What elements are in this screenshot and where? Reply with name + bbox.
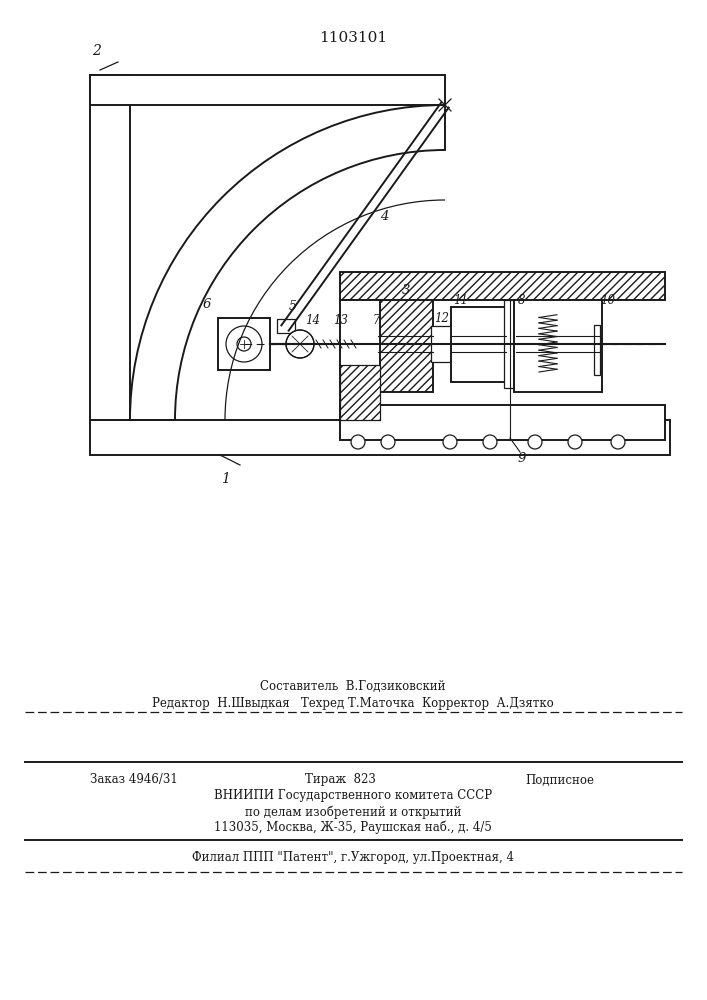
Text: 8: 8 [518, 294, 525, 306]
Circle shape [443, 435, 457, 449]
Text: 14: 14 [305, 314, 320, 326]
Text: 2: 2 [92, 44, 100, 58]
Bar [340, 365, 380, 420]
Circle shape [568, 435, 582, 449]
Text: Филиал ППП "Патент", г.Ужгород, ул.Проектная, 4: Филиал ППП "Патент", г.Ужгород, ул.Проек… [192, 850, 514, 863]
Text: по делам изобретений и открытий: по делам изобретений и открытий [245, 805, 461, 819]
Bar [451, 307, 506, 382]
Circle shape [381, 435, 395, 449]
Bar [90, 75, 445, 105]
Text: 9: 9 [518, 452, 527, 464]
Bar [90, 75, 130, 420]
Bar [431, 326, 453, 362]
Text: 1103101: 1103101 [319, 31, 387, 45]
Text: 6: 6 [203, 298, 211, 312]
Text: 11: 11 [453, 294, 468, 306]
Text: Редактор  Н.Швыдкая   Техред Т.Маточка  Корректор  А.Дзятко: Редактор Н.Швыдкая Техред Т.Маточка Корр… [152, 698, 554, 710]
Text: Составитель  В.Годзиковский: Составитель В.Годзиковский [260, 680, 445, 692]
Text: Заказ 4946/31: Заказ 4946/31 [90, 774, 177, 786]
Bar [594, 325, 600, 375]
Text: 12: 12 [435, 312, 450, 324]
Text: Тираж  823: Тираж 823 [305, 774, 375, 786]
Text: 113035, Москва, Ж-35, Раушская наб., д. 4/5: 113035, Москва, Ж-35, Раушская наб., д. … [214, 820, 492, 834]
Bar [90, 420, 670, 455]
Circle shape [483, 435, 497, 449]
Circle shape [528, 435, 542, 449]
Text: Подписное: Подписное [525, 774, 595, 786]
Bar [340, 300, 380, 420]
Bar [378, 297, 433, 392]
Bar [277, 319, 295, 333]
Text: 3: 3 [402, 284, 410, 296]
Circle shape [351, 435, 365, 449]
Text: 13: 13 [333, 314, 348, 326]
Circle shape [286, 330, 314, 358]
Circle shape [611, 435, 625, 449]
Text: ВНИИПИ Государственного комитета СССР: ВНИИПИ Государственного комитета СССР [214, 790, 492, 802]
Bar [218, 318, 270, 370]
Bar [368, 324, 379, 364]
Text: 4: 4 [380, 210, 388, 223]
Bar [514, 297, 602, 392]
Bar [504, 300, 516, 388]
Bar [340, 405, 665, 440]
Text: 7: 7 [373, 314, 380, 326]
Text: 1: 1 [221, 472, 230, 486]
Bar [352, 333, 370, 355]
Bar [340, 272, 665, 300]
Text: 5: 5 [289, 300, 297, 312]
Text: 10: 10 [600, 294, 615, 306]
